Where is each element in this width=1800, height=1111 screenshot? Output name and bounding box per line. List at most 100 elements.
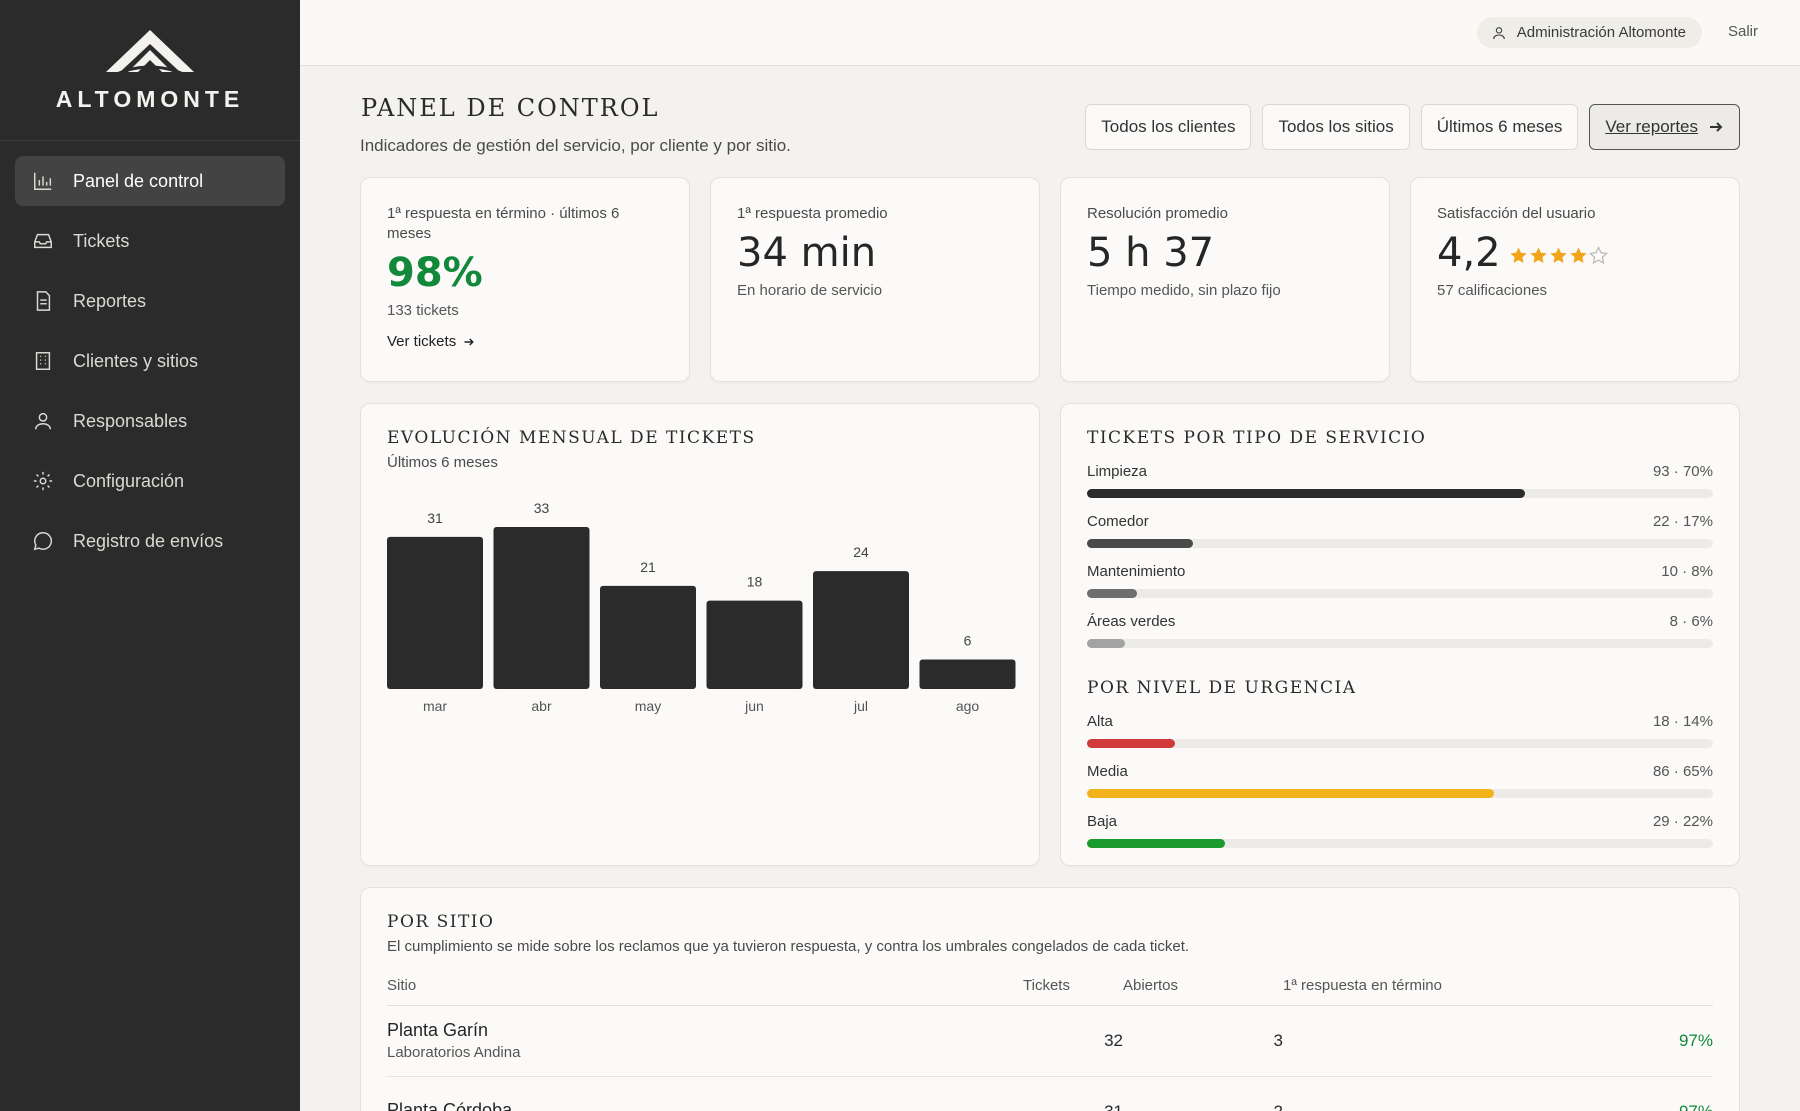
service-types-card: TICKETS POR TIPO DE SERVICIO Limpieza 93 …: [1060, 403, 1740, 866]
service-type-progress-fill: [1087, 589, 1138, 598]
chart-bar[interactable]: [813, 571, 909, 689]
bar-value-label: 31: [427, 510, 443, 526]
column-header-site[interactable]: Sitio: [387, 967, 1023, 1006]
site-name: Planta Garín: [387, 1020, 489, 1040]
chart-bar[interactable]: [919, 659, 1016, 689]
star-empty-icon: [1588, 245, 1608, 264]
sidebar-item-registro[interactable]: Registro de envíos: [15, 516, 285, 566]
service-type-row: Comedor 22 · 17%: [1087, 513, 1713, 548]
sidebar-item-clientes[interactable]: Clientes y sitios: [15, 336, 285, 386]
urgency-progress-track: [1087, 839, 1713, 848]
inbox-icon: [32, 230, 54, 252]
period-filter[interactable]: Últimos 6 meses: [1420, 104, 1579, 150]
monthly-bar-chart: 31 mar 33 abr 21 may 18 jun 24 jul 6 ago: [387, 500, 1016, 714]
user-icon: [32, 410, 54, 432]
kpi-card-resolution: Resolución promedio 5 h 37 Tiempo medido…: [1060, 177, 1390, 382]
column-header-ontime[interactable]: 1ª respuesta en término: [1283, 967, 1713, 1006]
sites-note: El cumplimiento se mide sobre los reclam…: [387, 938, 1190, 955]
site-open: 2: [1123, 1076, 1283, 1111]
building-icon: [32, 350, 54, 372]
user-name: Administración Altomonte: [1516, 24, 1686, 41]
chart-subtitle: Últimos 6 meses: [387, 454, 498, 471]
x-tick-label: ago: [956, 698, 980, 714]
kpi-value: 5 h 37: [1087, 230, 1215, 276]
urgency-list: Alta 18 · 14% Media 86 · 65% Baja 29 · 22%: [1087, 713, 1713, 848]
bar-value-label: 18: [747, 574, 763, 590]
rating-stars: [1509, 245, 1609, 265]
x-tick-label: mar: [423, 698, 447, 714]
service-type-progress-track: [1087, 589, 1713, 598]
site-tickets: 32: [1023, 1005, 1123, 1077]
page-title: PANEL DE CONTROL: [361, 94, 660, 122]
urgency-value: 18 · 14%: [1652, 713, 1713, 730]
bar-value-label: 24: [853, 544, 869, 560]
user-menu[interactable]: Administración Altomonte: [1476, 17, 1702, 48]
view-tickets-link[interactable]: Ver tickets: [387, 333, 475, 350]
table-row[interactable]: Planta Garín Laboratorios Andina 32 3 97…: [387, 1005, 1713, 1077]
service-type-label: Mantenimiento: [1087, 563, 1186, 580]
kpi-card-ontime: 1ª respuesta en término · últimos 6 mese…: [360, 177, 690, 382]
kpi-card-satisfaction: Satisfacción del usuario 4,2 57 califica…: [1410, 177, 1740, 382]
sidebar-item-label: Registro de envíos: [73, 530, 224, 551]
sidebar-nav: Panel de control Tickets Reportes Client…: [0, 141, 300, 566]
service-type-progress-fill: [1087, 489, 1526, 498]
chart-bar[interactable]: [493, 527, 590, 689]
logout-link[interactable]: Salir: [1727, 23, 1758, 40]
view-reports-label: Ver reportes: [1605, 117, 1698, 136]
arrow-right-icon: [1710, 122, 1723, 132]
client-filter[interactable]: Todos los clientes: [1085, 104, 1252, 150]
kpi-value: 4,2: [1437, 230, 1501, 276]
kpi-label: Satisfacción del usuario: [1437, 205, 1596, 222]
x-tick-label: jun: [744, 698, 764, 714]
service-types-title: TICKETS POR TIPO DE SERVICIO: [1087, 428, 1427, 448]
arrow-right-icon: [464, 337, 475, 346]
service-type-progress-track: [1087, 489, 1713, 498]
page-subtitle: Indicadores de gestión del servicio, por…: [360, 136, 791, 155]
sites-table: Sitio Tickets Abiertos 1ª respuesta en t…: [387, 967, 1713, 1111]
kpi-value-row: 4,2: [1437, 230, 1713, 276]
star-filled-icon: [1569, 246, 1587, 263]
urgency-row-head: Media 86 · 65%: [1087, 763, 1713, 780]
sidebar-item-label: Configuración: [73, 470, 185, 491]
service-type-progress-track: [1087, 539, 1713, 548]
service-type-row: Limpieza 93 · 70%: [1087, 463, 1713, 498]
site-open: 3: [1123, 1005, 1283, 1077]
urgency-progress-track: [1087, 739, 1713, 748]
column-header-open[interactable]: Abiertos: [1123, 967, 1283, 1006]
service-type-label: Comedor: [1087, 513, 1149, 530]
site-filter[interactable]: Todos los sitios: [1262, 104, 1410, 150]
sidebar-item-tickets[interactable]: Tickets: [15, 216, 285, 266]
urgency-progress-fill: [1087, 789, 1494, 798]
urgency-row: Media 86 · 65%: [1087, 763, 1713, 798]
kpi-label: 1ª respuesta en término · últimos 6 mese…: [387, 205, 620, 242]
urgency-title: POR NIVEL DE URGENCIA: [1087, 678, 1357, 698]
kpi-value: 34 min: [737, 230, 877, 276]
service-type-row-head: Limpieza 93 · 70%: [1087, 463, 1713, 480]
urgency-row: Alta 18 · 14%: [1087, 713, 1713, 748]
kpi-card-first-response: 1ª respuesta promedio 34 min En horario …: [710, 177, 1040, 382]
table-row[interactable]: Planta Córdoba 31 2 97%: [387, 1076, 1713, 1111]
star-filled-icon: [1549, 246, 1567, 263]
x-tick-label: abr: [531, 698, 552, 714]
view-reports-button[interactable]: Ver reportes: [1589, 104, 1740, 150]
sidebar-item-configuracion[interactable]: Configuración: [15, 456, 285, 506]
site-client: Laboratorios Andina: [387, 1044, 521, 1061]
chart-bar[interactable]: [600, 585, 696, 689]
filter-bar: Todos los clientes Todos los sitios Últi…: [1085, 104, 1740, 150]
service-type-value: 93 · 70%: [1652, 463, 1713, 480]
urgency-row: Baja 29 · 22%: [1087, 813, 1713, 848]
chart-bar[interactable]: [387, 536, 483, 689]
urgency-label: Alta: [1087, 713, 1113, 730]
service-type-row-head: Áreas verdes 8 · 6%: [1087, 613, 1713, 630]
urgency-row-head: Alta 18 · 14%: [1087, 713, 1713, 730]
bar-value-label: 21: [640, 559, 656, 575]
logo[interactable]: ALTOMONTE: [0, 0, 300, 141]
sidebar-item-responsables[interactable]: Responsables: [15, 396, 285, 446]
chart-bar[interactable]: [706, 600, 803, 689]
sidebar-item-label: Panel de control: [73, 170, 204, 191]
sidebar-item-reportes[interactable]: Reportes: [15, 276, 285, 326]
service-types-list: Limpieza 93 · 70% Comedor 22 · 17% Mantenimi…: [1087, 463, 1713, 648]
column-header-tickets[interactable]: Tickets: [1023, 967, 1123, 1006]
service-type-label: Áreas verdes: [1087, 613, 1176, 630]
sidebar-item-panel[interactable]: Panel de control: [15, 156, 285, 206]
